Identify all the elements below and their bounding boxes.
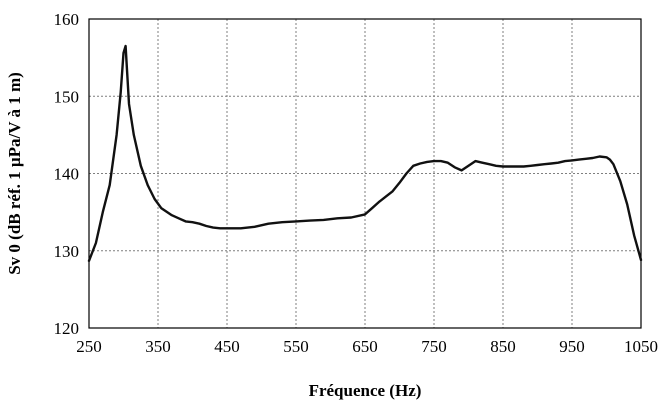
y-tick-label: 130 (54, 242, 80, 261)
y-tick-labels: 120 130 140 150 160 (54, 10, 80, 338)
x-tick-label: 1050 (624, 337, 658, 356)
x-tick-label: 850 (490, 337, 516, 356)
x-tick-label: 750 (421, 337, 447, 356)
x-tick-label: 350 (145, 337, 171, 356)
x-axis-title: Fréquence (Hz) (309, 381, 422, 400)
y-tick-label: 140 (54, 165, 80, 184)
x-tick-labels: 250 350 450 550 650 750 850 950 1050 (76, 337, 658, 356)
series-line (87, 44, 643, 262)
y-axis-title: Sv 0 (dB réf. 1 µPa/V à 1 m) (5, 72, 24, 275)
y-tick-label: 160 (54, 10, 80, 29)
x-tick-label: 450 (214, 337, 240, 356)
x-tick-label: 550 (283, 337, 309, 356)
plot-area-frame (88, 18, 642, 329)
gridlines (89, 19, 641, 328)
x-tick-label: 250 (76, 337, 102, 356)
y-tick-label: 120 (54, 319, 80, 338)
x-tick-label: 650 (352, 337, 378, 356)
x-tick-label: 950 (559, 337, 585, 356)
y-tick-label: 150 (54, 87, 80, 106)
